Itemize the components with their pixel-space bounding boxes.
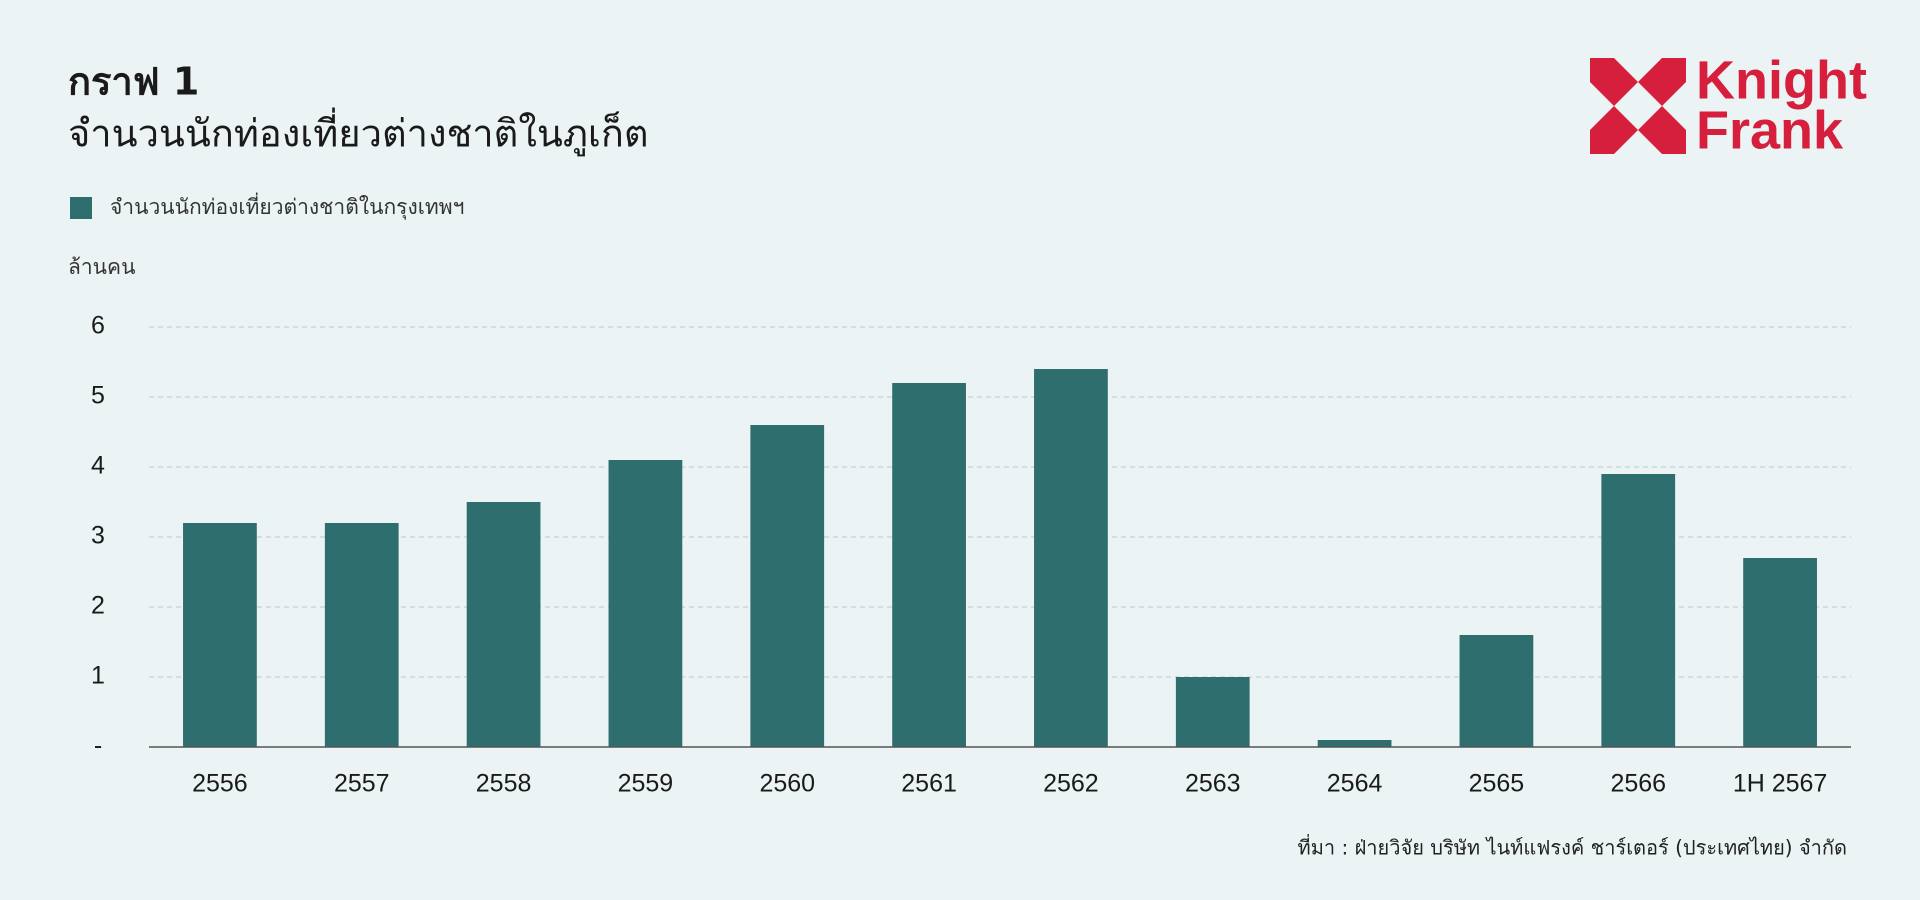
x-tick-label: 2566 bbox=[1610, 770, 1666, 798]
y-tick-label: - bbox=[94, 732, 102, 760]
x-tick-label: 2562 bbox=[1043, 770, 1099, 798]
chart-subtitle: จำนวนนักท่องเที่ยวต่างชาติในภูเก็ต bbox=[68, 108, 649, 157]
bar bbox=[466, 502, 541, 747]
bar bbox=[1459, 635, 1534, 747]
x-tick-label: 2557 bbox=[334, 770, 390, 798]
bar bbox=[1601, 474, 1676, 747]
x-tick-label: 2556 bbox=[192, 770, 248, 798]
y-tick-label: 2 bbox=[91, 592, 105, 620]
logo-cut bbox=[1662, 82, 1686, 130]
x-tick-label: 2564 bbox=[1327, 770, 1383, 798]
bar bbox=[892, 383, 966, 747]
x-tick-label: 1H 2567 bbox=[1733, 770, 1828, 798]
x-tick-label: 2560 bbox=[759, 770, 815, 798]
logo-text: Knight bbox=[1696, 50, 1867, 110]
bar bbox=[183, 523, 257, 747]
bar bbox=[750, 425, 825, 747]
logo-cut bbox=[1614, 82, 1662, 130]
bar bbox=[1743, 558, 1817, 747]
legend-label: จำนวนนักท่องเที่ยวต่างชาติในกรุงเทพฯ bbox=[110, 192, 464, 220]
y-axis-label: ล้านคน bbox=[68, 255, 135, 279]
bar bbox=[324, 523, 399, 747]
logo-cut bbox=[1590, 82, 1614, 130]
y-tick-label: 1 bbox=[91, 662, 105, 690]
x-tick-label: 2558 bbox=[476, 770, 532, 798]
bar bbox=[1034, 369, 1108, 747]
y-tick-label: 3 bbox=[91, 522, 105, 550]
logo-text: Frank bbox=[1696, 100, 1844, 160]
x-tick-label: 2563 bbox=[1185, 770, 1241, 798]
legend-swatch bbox=[70, 197, 92, 219]
logo-cut bbox=[1614, 130, 1662, 154]
y-tick-label: 4 bbox=[91, 452, 105, 480]
chart-title: กราฟ 1 bbox=[68, 60, 199, 104]
bar bbox=[1175, 677, 1250, 747]
bar bbox=[1317, 740, 1392, 747]
y-tick-label: 6 bbox=[91, 312, 105, 340]
source-note: ที่มา : ฝ่ายวิจัย บริษัท ไนท์แฟรงค์ ชาร์… bbox=[1298, 834, 1847, 860]
bar bbox=[608, 460, 683, 747]
x-tick-label: 2565 bbox=[1469, 770, 1525, 798]
x-tick-label: 2559 bbox=[618, 770, 674, 798]
x-tick-label: 2561 bbox=[901, 770, 957, 798]
logo: Knight Frank bbox=[1590, 50, 1867, 160]
logo-cut bbox=[1614, 58, 1662, 82]
y-tick-label: 5 bbox=[91, 382, 105, 410]
